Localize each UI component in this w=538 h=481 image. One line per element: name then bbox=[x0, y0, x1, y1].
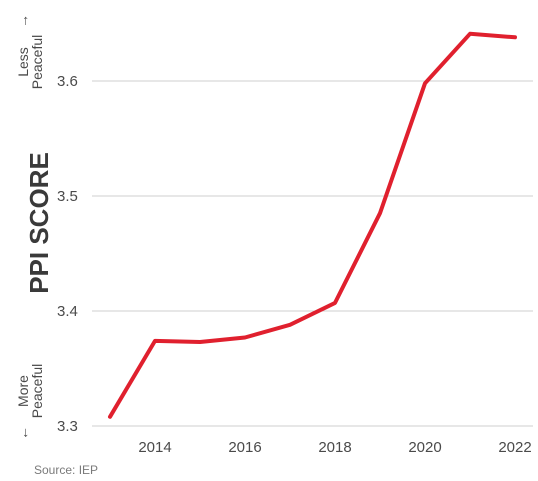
down-arrow-icon: ← bbox=[15, 426, 31, 440]
series-layer bbox=[108, 31, 517, 419]
less-peaceful-line2: Peaceful bbox=[29, 35, 45, 89]
more-peaceful-line1: More bbox=[15, 375, 31, 407]
y-tick-label-0: 3.3 bbox=[57, 418, 78, 435]
more-peaceful-annotation: More Peaceful ← bbox=[15, 364, 45, 440]
x-tick-label-3: 2020 bbox=[408, 439, 441, 456]
y-tick-label-1: 3.4 bbox=[57, 303, 78, 320]
x-axis-ticks: 2014 2016 2018 2020 2022 bbox=[138, 439, 531, 456]
series-line-0 bbox=[108, 31, 517, 419]
y-axis-ticks: 3.3 3.4 3.5 3.6 bbox=[57, 73, 78, 435]
y-tick-label-3: 3.6 bbox=[57, 73, 78, 90]
more-peaceful-line2: Peaceful bbox=[29, 364, 45, 418]
less-peaceful-annotation: Less Peaceful → bbox=[15, 14, 45, 89]
x-tick-label-0: 2014 bbox=[138, 439, 171, 456]
less-peaceful-line1: Less bbox=[15, 47, 31, 77]
x-tick-label-1: 2016 bbox=[228, 439, 261, 456]
x-tick-label-2: 2018 bbox=[318, 439, 351, 456]
y-tick-label-2: 3.5 bbox=[57, 188, 78, 205]
up-arrow-icon: → bbox=[15, 14, 31, 28]
gridlines bbox=[92, 80, 533, 427]
y-axis-label: PPI SCORE bbox=[24, 152, 54, 294]
x-tick-label-4: 2022 bbox=[498, 439, 531, 456]
source-note: Source: IEP bbox=[34, 463, 98, 477]
